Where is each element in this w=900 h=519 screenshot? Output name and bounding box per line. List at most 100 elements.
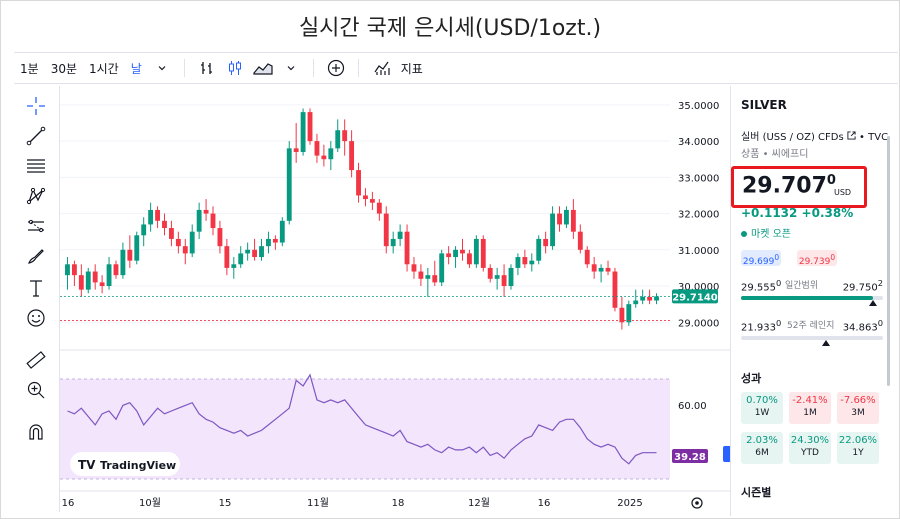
candle-body: [480, 238, 486, 268]
candle-body: [127, 249, 133, 261]
candle-body: [466, 253, 472, 265]
trend-line-icon[interactable]: [24, 124, 48, 148]
area-chart-icon[interactable]: [253, 59, 273, 77]
candle-body: [564, 209, 569, 225]
price-tick-label: 32.0000: [678, 210, 719, 221]
projection-icon[interactable]: [24, 214, 48, 238]
candle-body: [369, 199, 375, 203]
ask-price-main: 29.739: [798, 257, 831, 267]
pattern-icon[interactable]: [24, 184, 48, 208]
candle-body: [418, 271, 424, 279]
day-range-marker: [869, 300, 878, 306]
performance-period: 1W: [754, 408, 770, 418]
price-tick-label: 33.0000: [678, 173, 719, 184]
plus-circle-icon[interactable]: [326, 59, 346, 77]
performance-value: 22.06%: [838, 435, 878, 446]
performance-cell[interactable]: -7.66% 3M: [837, 392, 879, 424]
horizontal-lines-icon[interactable]: [24, 154, 48, 178]
tradingview-watermark: TV TradingView: [70, 452, 180, 476]
candle-body: [570, 209, 576, 232]
candle-body: [78, 275, 84, 290]
performance-value: -7.66%: [840, 395, 876, 406]
candle-body: [626, 304, 632, 323]
candle-body: [557, 213, 562, 225]
week52-range-marker: [822, 340, 831, 346]
performance-cell[interactable]: 24.30% YTD: [789, 432, 831, 464]
bid-price-main: 29.699: [742, 257, 775, 267]
drawing-toolbar: [14, 86, 60, 512]
performance-title: 성과: [741, 372, 762, 385]
performance-value: -2.41%: [792, 395, 828, 406]
candle-body: [619, 307, 625, 323]
chevron-down-icon[interactable]: [152, 59, 172, 77]
candle-body: [272, 238, 278, 243]
toolbar-divider: [312, 59, 314, 77]
price-change: +0.1132 +0.38%: [741, 206, 854, 220]
zoom-in-icon[interactable]: [24, 378, 48, 402]
candle-body: [501, 275, 507, 287]
ask-price-sup: 0: [830, 253, 836, 262]
indicators-icon: [373, 59, 393, 77]
external-link-icon[interactable]: [847, 131, 859, 143]
candle-body: [266, 238, 271, 247]
time-tick-label: 16: [62, 498, 75, 509]
week52-range-high: 34.8630: [842, 318, 883, 334]
candle-body: [349, 141, 355, 171]
price-tick-label: 31.0000: [678, 246, 719, 257]
candle-body: [120, 249, 126, 276]
candle-body: [397, 231, 403, 239]
rsi-value-label: 39.28: [674, 452, 706, 463]
performance-cell[interactable]: 0.70% 1W: [741, 392, 783, 424]
collapse-panel-button[interactable]: [723, 446, 731, 462]
time-tick-label: 18: [392, 498, 405, 509]
symbol-name: SILVER: [741, 98, 787, 112]
candle-body: [182, 246, 188, 254]
timeframe-30m[interactable]: 30분: [50, 61, 77, 76]
crosshair-icon[interactable]: [24, 94, 48, 118]
candle-body: [432, 275, 438, 283]
rsi-line: [67, 373, 657, 465]
candle-body: [522, 257, 528, 265]
emoji-icon[interactable]: [24, 306, 48, 330]
candle-body: [529, 260, 535, 265]
time-axis: 16 10월 15 11월 18 12월 16 2025: [62, 497, 643, 509]
performance-value: 0.70%: [746, 395, 778, 406]
candle-body: [238, 253, 244, 265]
bid-price[interactable]: 29.6990: [741, 250, 781, 267]
timeframe-day[interactable]: 날: [130, 61, 142, 76]
symbol-category: 상품 • 씨에프디: [741, 149, 809, 160]
text-tool-icon[interactable]: [24, 276, 48, 300]
brush-icon[interactable]: [24, 244, 48, 268]
bars-chart-icon[interactable]: [197, 59, 217, 77]
candle-body: [175, 238, 181, 247]
timeframe-1h[interactable]: 1시간: [89, 61, 119, 76]
performance-period: 1M: [803, 408, 817, 418]
candle-body: [210, 213, 216, 229]
exchange-name: TVC: [868, 132, 889, 143]
candle-body: [328, 148, 334, 160]
candle-body: [640, 296, 646, 301]
currency-label: USD: [834, 188, 852, 197]
performance-cell[interactable]: -2.41% 1M: [789, 392, 831, 424]
ruler-icon[interactable]: [24, 348, 48, 372]
candle-body: [245, 249, 251, 254]
performance-cell[interactable]: 22.06% 1Y: [837, 432, 879, 464]
candle-body: [203, 209, 209, 214]
candle-body: [460, 249, 465, 254]
chevron-down-icon[interactable]: [281, 59, 301, 77]
price-axis: 35.0000 34.0000 33.0000 32.0000 31.0000 30.00…: [678, 101, 719, 329]
candle-body: [279, 220, 285, 243]
timeframe-1m[interactable]: 1분: [20, 61, 39, 76]
candles-chart-icon[interactable]: [225, 59, 245, 77]
ask-price[interactable]: 29.7390: [797, 250, 837, 267]
performance-cell[interactable]: 2.03% 6M: [741, 432, 783, 464]
settings-gear-icon[interactable]: [691, 497, 703, 509]
market-status-text: 마켓 오픈: [751, 229, 791, 240]
magnet-icon[interactable]: [24, 420, 48, 444]
candle-body: [453, 249, 458, 258]
price-chart[interactable]: 35.0000 34.0000 33.0000 32.0000 31.0000 30.00…: [60, 86, 730, 516]
indicators-button[interactable]: 지표: [369, 59, 423, 77]
panel-scrollbar[interactable]: [887, 136, 890, 386]
day-range-label: 일간범위: [785, 281, 819, 291]
symbol-info-panel: SILVER 실버 (USS / OZ) CFDs • TVC 상품 • 씨에프…: [730, 86, 890, 516]
